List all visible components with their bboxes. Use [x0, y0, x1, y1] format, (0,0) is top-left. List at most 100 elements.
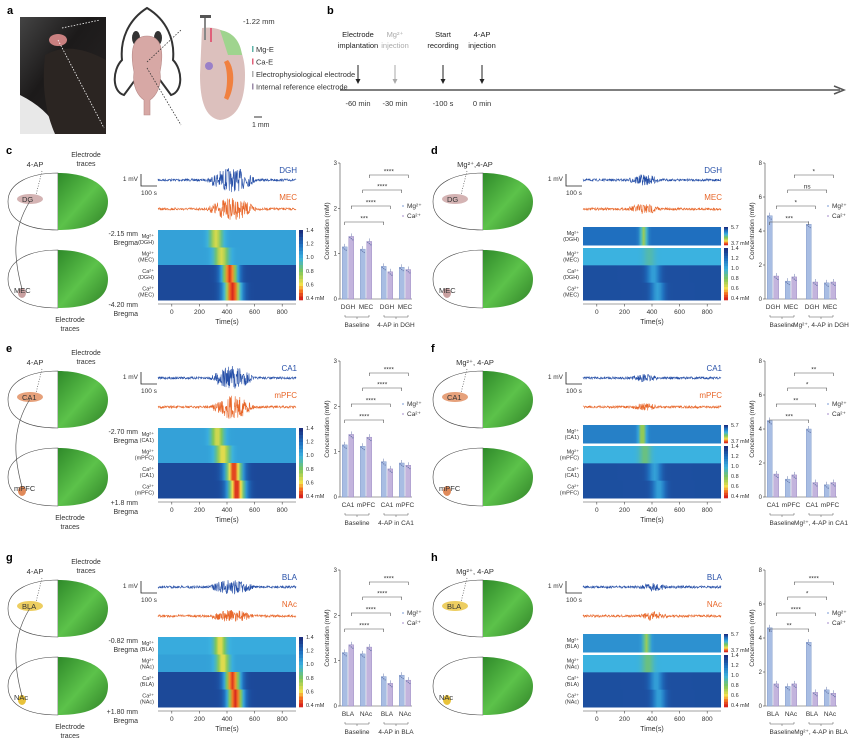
- colorbar-step: [724, 426, 728, 428]
- colorbar-label: 5.7: [731, 225, 739, 231]
- data-point: [381, 676, 383, 679]
- bregma-label: Bregma: [113, 240, 138, 247]
- colorbar-step: [299, 700, 303, 704]
- heatmap-row: [158, 247, 296, 266]
- significance-bracket: [787, 596, 827, 600]
- colorbar-step: [724, 430, 728, 432]
- legend-dot: [827, 413, 829, 415]
- data-point: [370, 649, 372, 652]
- time-axis-label: Time(s): [215, 726, 238, 733]
- heatmap-row-ion: Mg²⁺: [142, 448, 154, 455]
- colorbar-label: 0.4 mM: [306, 703, 325, 709]
- event-arrowhead-icon: [392, 79, 398, 84]
- colorbar-step: [724, 662, 728, 666]
- electrode-traces-label: traces: [60, 326, 80, 333]
- colorbar-label: 3.7 mM: [731, 241, 750, 247]
- colorbar-step: [724, 482, 728, 486]
- heatmap-row: [158, 428, 296, 446]
- colorbar-step: [299, 494, 303, 499]
- coronal-section: [200, 27, 245, 120]
- heatmap-row-ion: Mg²⁺: [142, 250, 154, 257]
- colorbar-step: [724, 428, 728, 430]
- colorbar-step: [724, 655, 728, 658]
- heatmap-row-region: (DGH): [563, 237, 579, 243]
- heatmap-row: [583, 480, 721, 499]
- colorbar-step: [724, 241, 728, 243]
- colorbar-label: 1.0: [731, 266, 739, 272]
- colorbar-label: 1.4: [306, 635, 314, 641]
- colorbar-step: [724, 453, 728, 457]
- significance-bracket: [769, 628, 809, 632]
- colorbar-label: 1.4: [731, 246, 739, 252]
- panel-letter-a: a: [7, 5, 14, 17]
- colorbar-step: [724, 646, 728, 648]
- heatmap-row-region: (MEC): [563, 292, 579, 298]
- bar-ca: [348, 236, 354, 300]
- panel-letter-b: b: [327, 5, 334, 17]
- legend-swatch: [252, 58, 254, 65]
- colorbar-step: [299, 254, 303, 259]
- y-tick-label: 0: [334, 297, 338, 303]
- colorbar-label: 3.7 mM: [731, 648, 750, 654]
- trace-label: MEC: [279, 193, 297, 202]
- group-bracket: [808, 315, 834, 319]
- bregma-bottom-label: -4.20 mm: [108, 302, 138, 309]
- data-point: [345, 447, 347, 449]
- brain-outline-hemisphere: [7, 249, 59, 309]
- photo-guide-lines: [57, 19, 105, 129]
- heatmap-row-region: (NAc): [140, 699, 154, 705]
- colorbar-step: [724, 266, 728, 270]
- colorbar-step: [724, 228, 728, 230]
- region1-label: BLA: [447, 602, 461, 611]
- significance-bracket: [362, 596, 402, 600]
- brain-stained-hemisphere: [58, 173, 108, 230]
- data-point: [813, 692, 815, 694]
- significance-label: ****: [384, 367, 395, 374]
- trace-mPFC: [157, 395, 297, 419]
- electrode-traces-label: traces: [60, 733, 80, 740]
- colorbar-step: [724, 637, 728, 639]
- y-tick-label: 3: [334, 568, 338, 574]
- bar-ca: [812, 692, 818, 707]
- significance-label: ****: [377, 591, 388, 598]
- data-point: [349, 236, 351, 239]
- heatmap-row-ion: Ca²⁺: [567, 285, 579, 292]
- trace-label: BLA: [282, 573, 298, 582]
- data-point: [770, 218, 772, 220]
- y-tick-label: 1: [334, 450, 338, 456]
- region1-label: CA1: [447, 393, 462, 402]
- colorbar-step: [299, 428, 303, 432]
- brain-sections: 4-AP BLA NAc Electrode traces -0.82 mm Bregma +…: [7, 559, 138, 740]
- colorbar-step: [724, 699, 728, 703]
- colorbar-step: [299, 682, 303, 687]
- region1-label: DG: [447, 195, 458, 204]
- bar-mg: [806, 642, 812, 707]
- data-point: [827, 487, 829, 489]
- group-label: 4-AP in DGH: [377, 322, 415, 329]
- time-tick-label: 200: [619, 507, 630, 514]
- colorbar-step: [724, 240, 728, 242]
- time-tick-label: 0: [170, 309, 174, 316]
- significance-label: ***: [785, 414, 793, 421]
- time-tick-label: 200: [194, 507, 205, 514]
- data-point: [352, 437, 354, 439]
- time-tick-label: 400: [647, 507, 658, 514]
- significance-label: ****: [359, 623, 370, 630]
- y-tick-label: 4: [759, 229, 763, 235]
- colorbar-step: [724, 279, 728, 283]
- legend-dot: [402, 413, 404, 415]
- data-point: [401, 464, 403, 466]
- bar-mg: [399, 462, 405, 498]
- data-point: [816, 284, 818, 286]
- colorbar-step: [724, 243, 728, 245]
- colorbar-step: [299, 477, 303, 481]
- legend-label: Ca²⁺: [832, 411, 846, 418]
- group-label: Baseline: [770, 520, 795, 527]
- legend-label: Mg²⁺: [407, 401, 422, 408]
- legend-label: Ca²⁺: [832, 620, 846, 627]
- region2-label: mPFC: [14, 484, 36, 493]
- heatmap-row-region: (mPFC): [560, 456, 579, 462]
- heatmap-row: [158, 672, 296, 690]
- data-point: [767, 420, 769, 423]
